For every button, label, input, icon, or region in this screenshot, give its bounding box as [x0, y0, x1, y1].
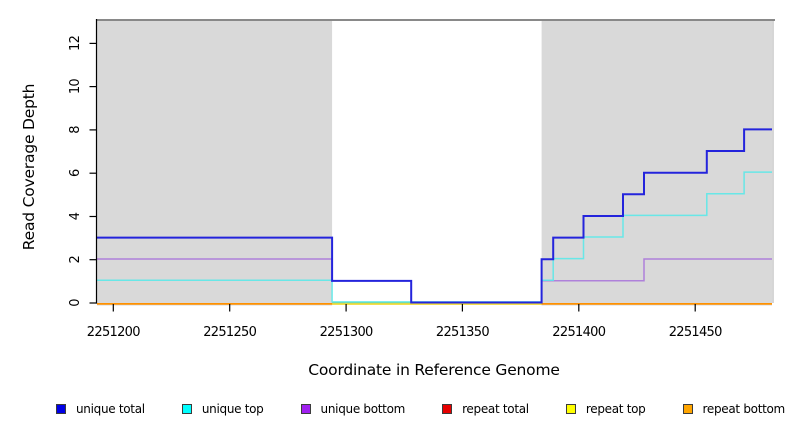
- legend-item-repeat-total: repeat total: [442, 403, 529, 415]
- tick-labels: 0 2 4 6 8 10 12 2251200 2251250 2251300 2251350 225…: [68, 36, 723, 340]
- legend-label: unique top: [201, 402, 264, 416]
- y-tick-label: 10: [68, 79, 83, 95]
- x-tick-label: 2251450: [669, 325, 722, 340]
- legend-label: unique bottom: [320, 402, 406, 416]
- shaded-regions: [97, 19, 775, 306]
- legend-swatch-repeat-bottom: [682, 404, 693, 414]
- legend-label: repeat total: [462, 402, 529, 416]
- y-tick-label: 2: [68, 256, 83, 264]
- legend-label: repeat top: [585, 402, 646, 416]
- y-tick-label: 0: [68, 299, 83, 307]
- y-tick-label: 4: [68, 212, 83, 220]
- x-tick-label: 2251350: [436, 325, 489, 340]
- legend-swatch-unique-total: [56, 404, 66, 414]
- legend-item-repeat-top: repeat top: [565, 402, 646, 416]
- legend-item-repeat-bottom: repeat bottom: [682, 402, 786, 416]
- legend-swatch-unique-bottom: [300, 404, 311, 414]
- shaded-region: [541, 20, 772, 306]
- legend-swatch-unique-top: [181, 404, 192, 414]
- legend-item-unique-total: unique total: [56, 403, 145, 415]
- legend-swatch-repeat-total: [442, 404, 453, 414]
- x-tick-label: 2251400: [552, 325, 605, 340]
- series-line-unique-total: [97, 128, 772, 304]
- legend-swatch-repeat-top: [565, 404, 576, 414]
- y-tick-label: 8: [68, 126, 83, 134]
- legend-label: unique total: [76, 402, 145, 416]
- y-axis-title: Read Coverage Depth: [20, 84, 38, 250]
- x-tick-label: 2251200: [87, 325, 140, 340]
- shaded-region: [97, 20, 333, 306]
- legend-label: repeat bottom: [702, 402, 786, 416]
- y-tick-label: 6: [68, 169, 83, 177]
- x-tick-label: 2251250: [203, 325, 256, 340]
- series-lines: [97, 128, 772, 305]
- legend-item-unique-top: unique top: [181, 402, 264, 416]
- axes: [89, 19, 696, 312]
- y-tick-label: 12: [68, 36, 83, 51]
- legend: unique total unique top unique bottom repea…: [56, 399, 785, 419]
- legend-item-unique-bottom: unique bottom: [300, 402, 406, 416]
- x-tick-label: 2251300: [320, 325, 373, 340]
- x-axis-title: Coordinate in Reference Genome: [308, 361, 559, 379]
